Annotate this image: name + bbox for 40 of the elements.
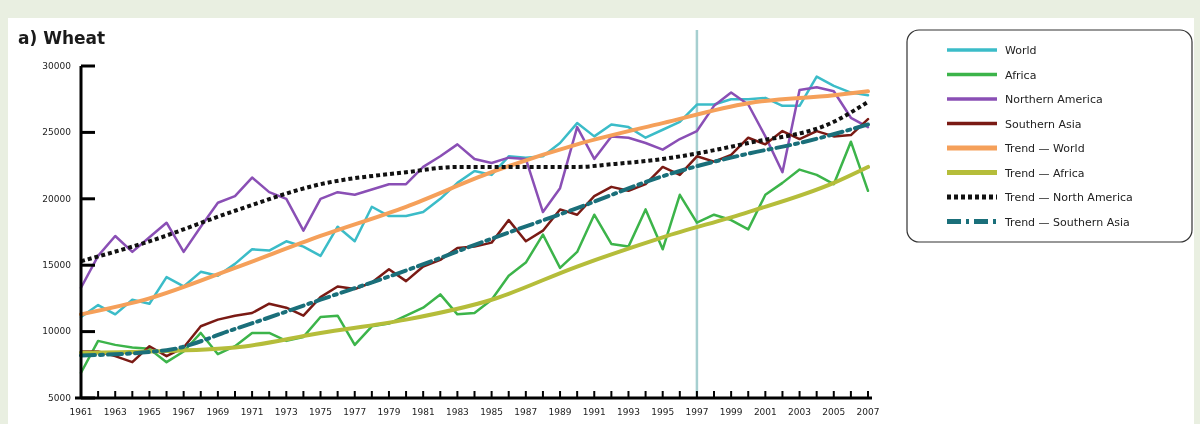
legend-label: Southern Asia — [1005, 117, 1082, 131]
x-tick-label: 1965 — [137, 407, 161, 417]
x-tick-label: 1995 — [651, 407, 675, 417]
legend-label: Trend — World — [1004, 142, 1085, 155]
y-tick-label: 5000 — [48, 392, 72, 403]
y-tick-label: 30000 — [42, 60, 72, 71]
x-tick-label: 1963 — [103, 407, 127, 417]
legend-label: Africa — [1005, 68, 1037, 82]
x-tick-label: 1989 — [548, 407, 572, 417]
x-tick-label: 1981 — [411, 407, 435, 417]
x-tick-label: 1985 — [480, 407, 504, 417]
legend-label: Trend — Africa — [1004, 166, 1085, 180]
line-series — [79, 164, 870, 355]
x-tick-label: 1977 — [343, 407, 367, 417]
y-tick-label: 25000 — [42, 127, 72, 138]
legend-label: World — [1005, 44, 1037, 57]
x-tick-label: 2001 — [753, 407, 777, 417]
x-tick-label: 1973 — [274, 407, 298, 417]
x-tick-label: 1975 — [309, 407, 332, 417]
x-tick-label: 2003 — [788, 407, 812, 417]
x-tick-label: 1991 — [582, 407, 606, 417]
x-tick-label: 1969 — [206, 407, 230, 417]
x-tick-label: 1983 — [445, 407, 469, 417]
x-tick-label: 1979 — [377, 407, 401, 417]
x-tick-label: 1971 — [240, 407, 264, 417]
y-tick-label: 15000 — [42, 260, 72, 271]
x-tick-label: 1961 — [69, 407, 93, 417]
y-tick-label: 10000 — [42, 326, 72, 337]
x-tick-label: 1993 — [617, 407, 640, 417]
legend-label: Trend — North America — [1004, 191, 1133, 204]
chart-title: a) Wheat — [18, 28, 106, 48]
legend-label: Northern America — [1005, 93, 1103, 106]
x-tick-label: 1967 — [172, 407, 196, 417]
x-tick-label: 2005 — [822, 407, 846, 417]
x-tick-label: 2007 — [856, 407, 880, 417]
x-tick-label: 1987 — [514, 407, 538, 417]
x-tick-label: 1999 — [719, 407, 743, 417]
x-tick-label: 1997 — [685, 407, 709, 417]
legend-label: Trend — Southern Asia — [1004, 215, 1130, 229]
y-tick-label: 20000 — [42, 193, 72, 204]
